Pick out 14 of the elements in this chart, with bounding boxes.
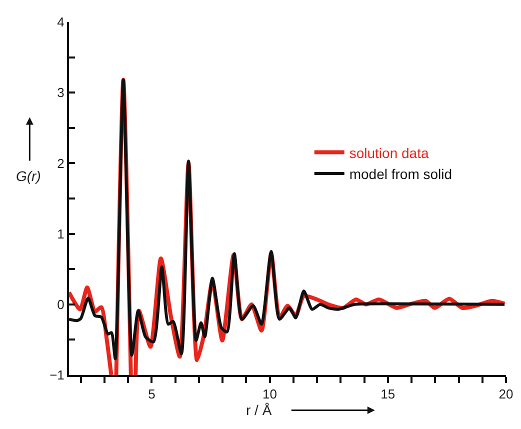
x-tick-label: 20: [498, 386, 514, 402]
x-tick-label: 15: [380, 386, 396, 402]
x-tick-label: 5: [148, 386, 156, 402]
y-tick-label: 3: [57, 85, 64, 100]
y-tick-label: 0: [57, 296, 64, 312]
y-tick-label: 1: [57, 226, 64, 242]
x-tick-label: 10: [262, 386, 278, 402]
legend-label: solution data: [349, 144, 429, 161]
y-tick-label: 2: [57, 156, 64, 171]
y-tick-label: 4: [57, 14, 64, 30]
y-axis-title: G(r): [16, 168, 41, 184]
y-tick-label: −1: [50, 368, 64, 383]
x-axis-title: r / Å: [246, 402, 272, 418]
legend-label: model from solid: [349, 166, 452, 182]
